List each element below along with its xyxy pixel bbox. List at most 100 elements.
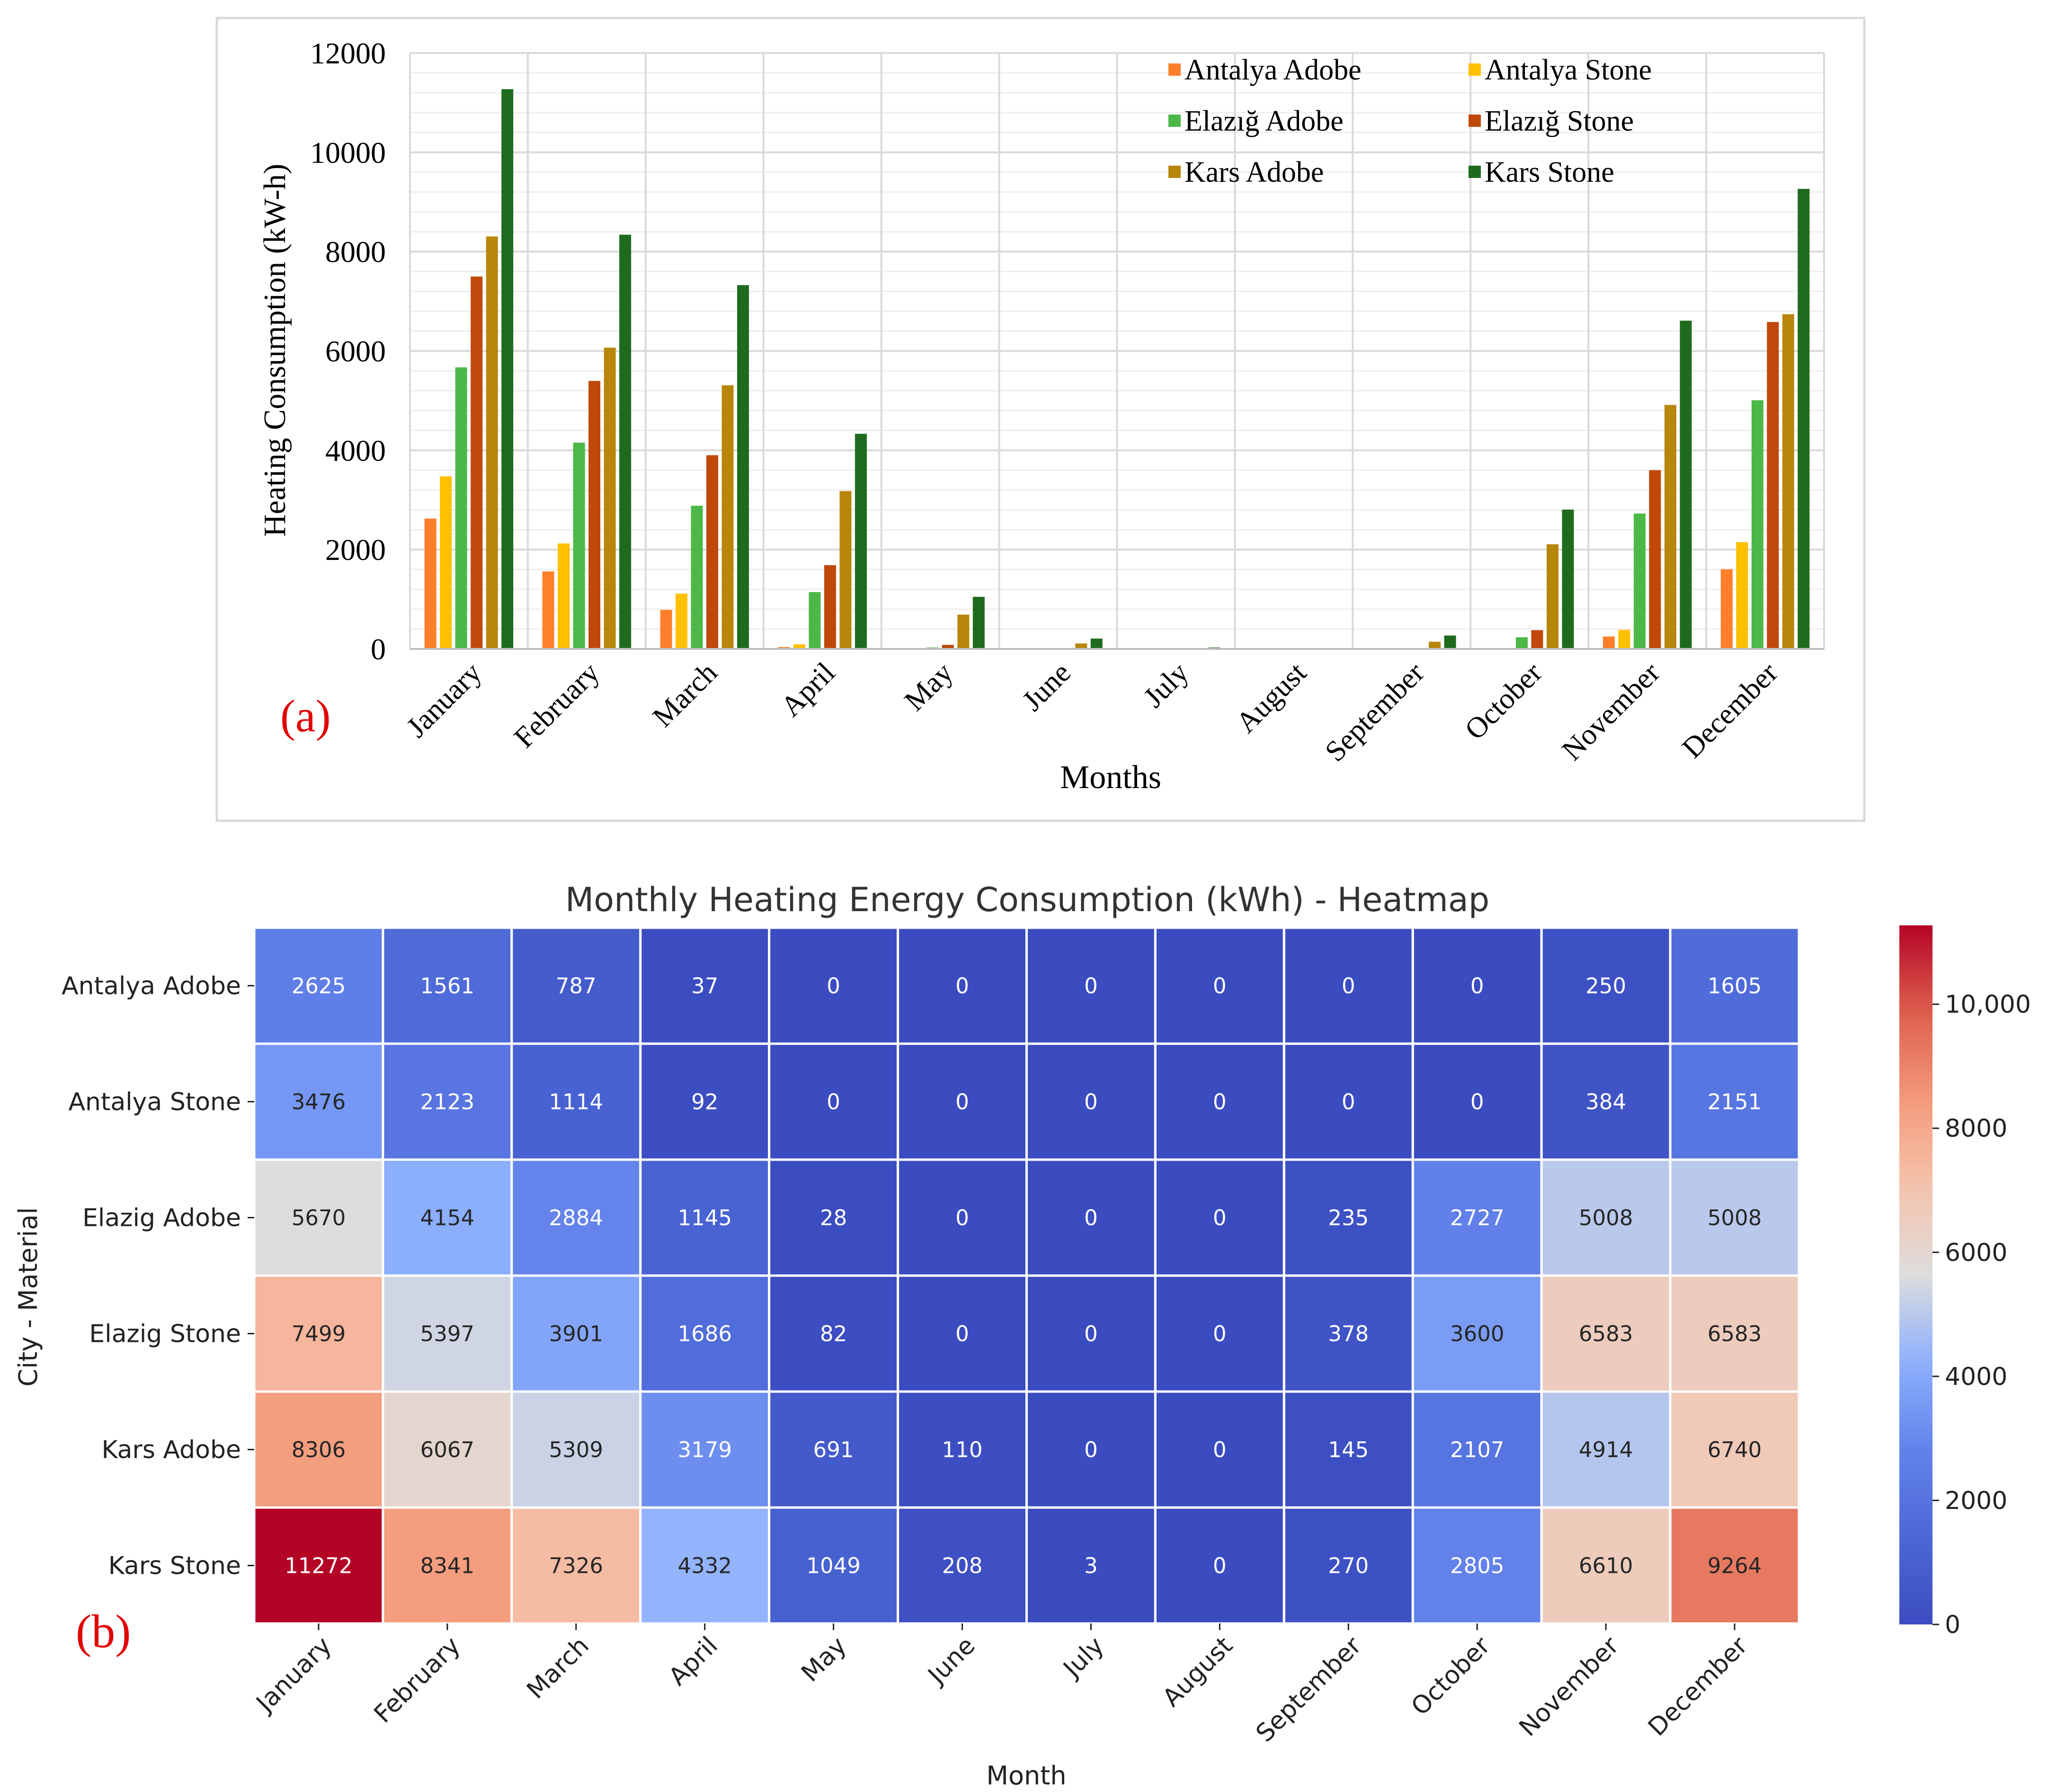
- heatmap-cell: [768, 926, 899, 1045]
- heatmap-cell: [510, 1390, 642, 1509]
- legend-swatch: [1469, 115, 1481, 127]
- heatmap-cell-label: 0: [1213, 1437, 1227, 1463]
- bar-kars-stone-december: [1798, 189, 1810, 649]
- bar-kars-adobe-april: [839, 491, 852, 649]
- heatmap-cell-label: 6067: [420, 1437, 475, 1463]
- bar-elaz-stone-november: [1649, 470, 1661, 649]
- heatmap-cell-label: 0: [827, 974, 840, 999]
- heatmap-cell-label: 110: [942, 1437, 983, 1463]
- heatmap-cell-label: 787: [556, 974, 597, 999]
- heatmap-cell-label: 28: [820, 1206, 847, 1231]
- bar-elaz-stone-may: [942, 645, 954, 649]
- heatmap-cell-label: 2151: [1708, 1090, 1762, 1115]
- bar-kars-adobe-may: [957, 614, 970, 649]
- panel-label-a: (a): [280, 691, 331, 741]
- heatmap-cell-label: 1114: [549, 1090, 604, 1115]
- heatmap-cell-label: 5008: [1579, 1206, 1633, 1231]
- bar-elaz-stone-april: [824, 565, 836, 649]
- heatmap-panel: Monthly Heating Energy Consumption (kWh)…: [13, 880, 2031, 1791]
- heatmap-cell-label: 1605: [1708, 974, 1762, 999]
- heatmap-cell: [1669, 1390, 1800, 1509]
- bar-elaz-adobe-december: [1751, 400, 1763, 649]
- heatmap-row-label: Kars Stone: [108, 1552, 241, 1580]
- bar-antalya-stone-february: [558, 543, 570, 649]
- bar-antalya-adobe-november: [1603, 636, 1615, 649]
- heatmap-cell: [1282, 926, 1414, 1045]
- heatmap-cell-label: 6583: [1708, 1322, 1762, 1347]
- heatmap-column-label: January: [250, 1632, 337, 1719]
- heatmap-cell-label: 1145: [677, 1206, 732, 1231]
- heatmap-cell-label: 0: [1213, 1206, 1227, 1231]
- heatmap-cell-label: 270: [1328, 1553, 1369, 1579]
- heatmap-cell: [510, 926, 642, 1045]
- heatmap-cell-label: 5670: [292, 1206, 346, 1231]
- heatmap-cell: [768, 1042, 899, 1161]
- bar-kars-adobe-january: [486, 236, 498, 649]
- heatmap-cell-label: 0: [1470, 974, 1484, 999]
- colorbar-tick-label: 0: [1945, 1611, 1960, 1639]
- heatmap-cell-label: 6740: [1708, 1437, 1762, 1463]
- heatmap-cell: [1154, 1506, 1285, 1625]
- bar-kars-stone-may: [972, 596, 985, 649]
- heatmap-cell: [1540, 1158, 1672, 1277]
- heatmap-cell-label: 6583: [1579, 1322, 1633, 1347]
- bar-antalya-adobe-march: [660, 610, 672, 649]
- bar-kars-adobe-november: [1664, 405, 1676, 649]
- heatmap-row-label: Antalya Adobe: [62, 972, 241, 1001]
- bar-elaz-stone-october: [1531, 630, 1543, 649]
- heatmap-cell-label: 0: [1084, 1437, 1098, 1463]
- heatmap-cell-label: 4914: [1579, 1437, 1633, 1463]
- bar-kars-stone-november: [1680, 320, 1692, 649]
- y-tick-label: 6000: [325, 335, 386, 368]
- heatmap-cell-label: 7499: [292, 1322, 346, 1347]
- heatmap-cell-label: 0: [955, 1090, 969, 1115]
- heatmap-cell-label: 691: [813, 1437, 854, 1463]
- heatmap-cell: [639, 1274, 771, 1393]
- heatmap-cell-label: 0: [1084, 1322, 1098, 1347]
- heatmap-cell: [1669, 1158, 1800, 1277]
- heatmap-column-label: September: [1251, 1631, 1367, 1748]
- heatmap-row-label: Kars Adobe: [101, 1436, 241, 1464]
- heatmap-cell-label: 378: [1328, 1322, 1369, 1347]
- bar-kars-stone-september: [1444, 635, 1456, 649]
- heatmap-row-label: Elazig Stone: [89, 1320, 241, 1348]
- heatmap-column-label: February: [369, 1632, 466, 1729]
- heatmap-cell-label: 0: [955, 974, 969, 999]
- heatmap-cell: [1025, 1274, 1157, 1393]
- bar-antalya-adobe-february: [542, 571, 554, 649]
- heatmap-cell-label: 0: [1084, 1090, 1098, 1115]
- heatmap-cell: [897, 1158, 1028, 1277]
- heatmap-cell-label: 7326: [549, 1553, 604, 1579]
- heatmap-cell: [1669, 1506, 1800, 1625]
- legend-label: Antalya Stone: [1485, 54, 1652, 86]
- heatmap-column-label: December: [1643, 1631, 1754, 1742]
- heatmap-cell: [897, 926, 1028, 1045]
- legend-label: Elazığ Stone: [1485, 105, 1634, 137]
- heatmap-cell-label: 4332: [677, 1553, 732, 1579]
- bar-kars-stone-october: [1562, 509, 1574, 649]
- bar-antalya-adobe-january: [424, 518, 436, 649]
- bar-kars-adobe-march: [721, 385, 734, 649]
- heatmap-cell: [1025, 1390, 1157, 1509]
- heatmap-cell-label: 92: [691, 1090, 718, 1115]
- heatmap-column-label: October: [1406, 1631, 1496, 1721]
- heatmap-cell-label: 0: [1213, 974, 1227, 999]
- bar-kars-stone-march: [737, 285, 749, 649]
- legend-swatch: [1168, 166, 1181, 178]
- bar-kars-adobe-september: [1429, 641, 1441, 649]
- legend-label: Antalya Adobe: [1184, 54, 1362, 86]
- heatmap-column-label: July: [1057, 1632, 1110, 1684]
- heatmap-cell: [510, 1506, 642, 1625]
- legend-swatch: [1168, 63, 1181, 76]
- bar-elaz-adobe-february: [573, 443, 585, 649]
- y-tick-label: 8000: [325, 235, 386, 269]
- bar-antalya-stone-march: [676, 594, 688, 649]
- legend-swatch: [1168, 115, 1181, 127]
- heatmap-cell: [1025, 1506, 1157, 1625]
- bar-chart-ylabel: Heating Consumption (kW-h): [258, 164, 292, 537]
- bar-kars-adobe-june: [1075, 643, 1087, 649]
- heatmap-cell: [768, 1158, 899, 1277]
- heatmap-column-label: June: [922, 1632, 981, 1691]
